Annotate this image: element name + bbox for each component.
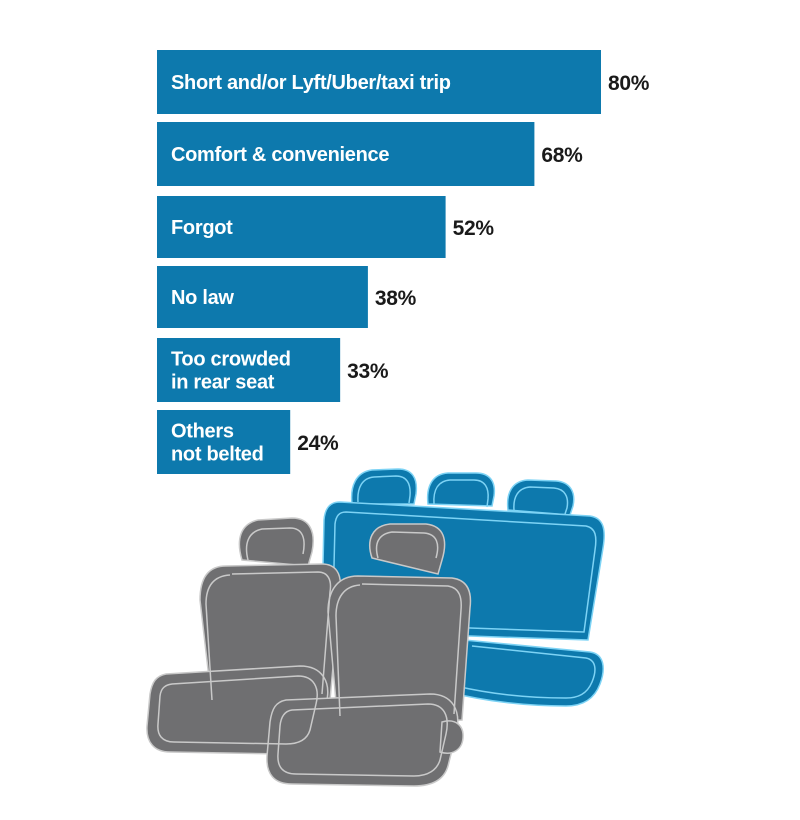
bar-category-label: Comfort & convenience [171, 144, 389, 166]
bar-value-label: 68% [541, 144, 583, 167]
front-right-knob [439, 720, 464, 754]
bar-category-label: Too crowded [171, 349, 291, 371]
bar-value-label: 33% [347, 360, 389, 383]
bar-category-label: Short and/or Lyft/Uber/taxi trip [171, 72, 451, 94]
front-right-headrest [369, 523, 446, 575]
rear-headrest-right [506, 479, 575, 516]
bars-group: Short and/or Lyft/Uber/taxi trip 80% Comfo… [157, 50, 650, 474]
front-right-backrest [327, 575, 472, 725]
bar-value-label: 80% [608, 72, 650, 95]
bar [157, 196, 446, 258]
front-bucket-seats-icon [146, 517, 472, 787]
bar [157, 338, 341, 402]
bar-value-label: 52% [453, 217, 495, 240]
bar-category-label: not belted [171, 444, 264, 466]
front-right-cushion [266, 693, 459, 787]
bar-category-label: No law [171, 287, 234, 309]
bar-category-label: in rear seat [171, 372, 275, 394]
bar-value-label: 38% [375, 287, 417, 310]
bar [157, 122, 535, 186]
front-left-headrest [238, 517, 314, 567]
bar-value-label: 24% [297, 432, 339, 455]
rear-headrest-left [350, 468, 418, 505]
bar [157, 50, 601, 114]
bar-category-label: Others [171, 421, 234, 443]
bar [157, 410, 291, 474]
rear-headrest-middle [426, 472, 496, 507]
bar-category-label: Forgot [171, 217, 233, 239]
bar [157, 266, 368, 328]
